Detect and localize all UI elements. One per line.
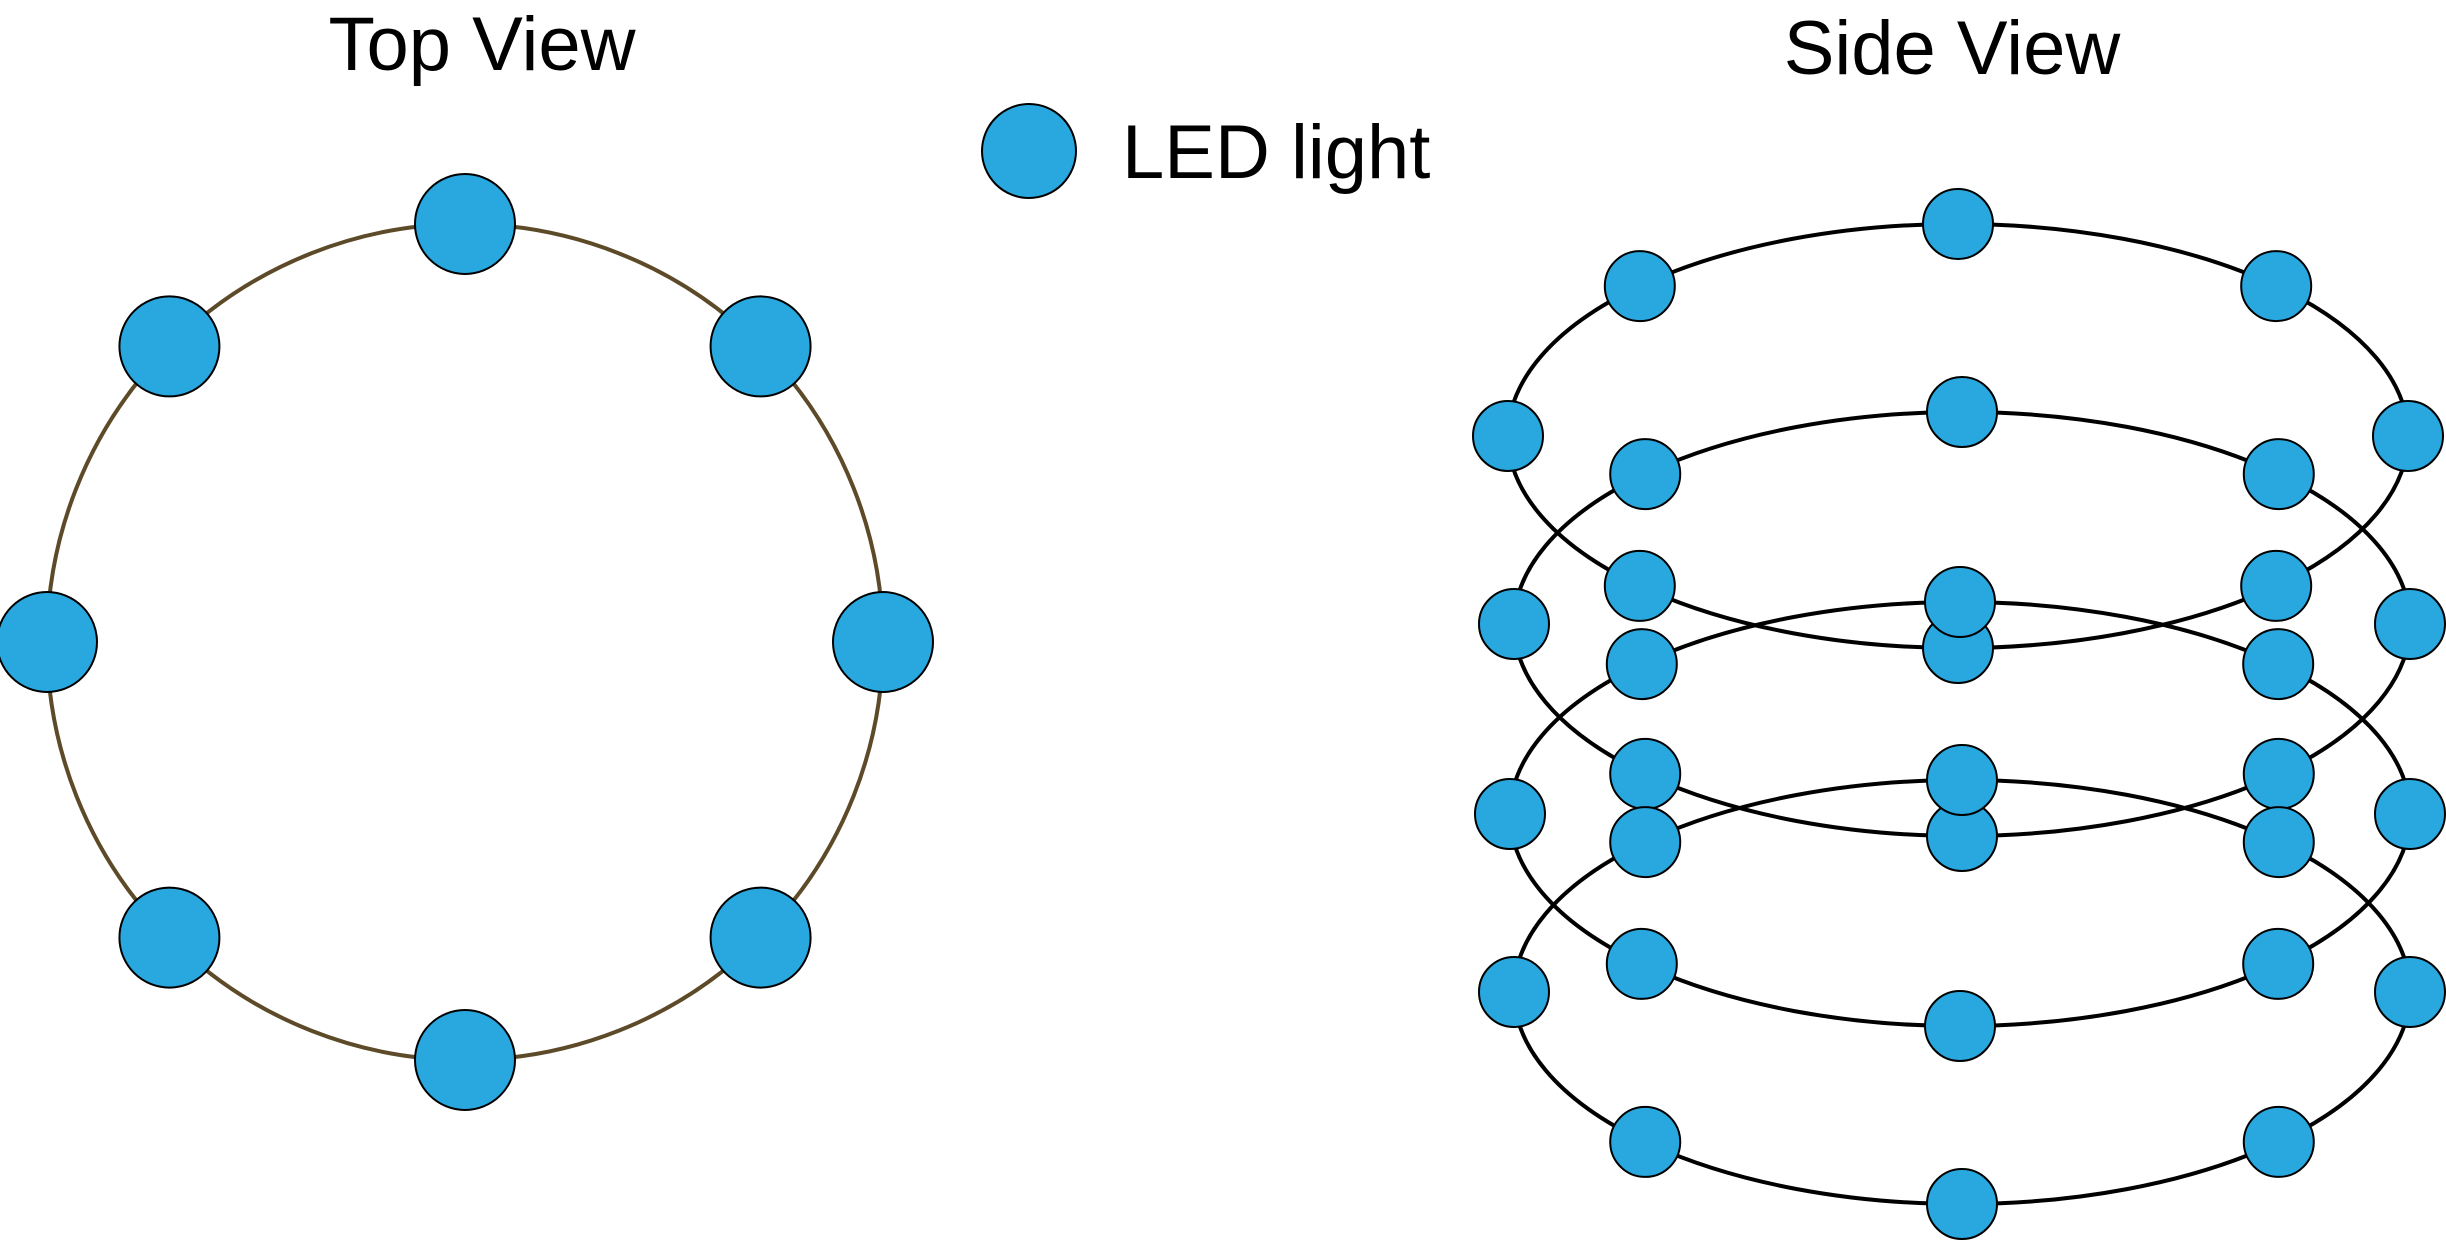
top-view-led [118,886,221,989]
side-view-led [1472,400,1544,472]
top-view-led [414,173,516,275]
side-view-led [1922,188,1994,260]
side-view-led [2242,927,2315,1000]
legend-led-icon [981,103,1077,199]
top-view-led [832,591,934,693]
side-view-led [2242,438,2315,511]
side-view-led [2372,400,2444,472]
side-view-led [2240,549,2313,622]
side-view-led [1926,376,1998,448]
top-view-led [709,295,812,398]
side-view-led [1609,438,1682,511]
legend: LED light [981,103,1430,199]
side-view-ring-group [1474,566,2446,1062]
side-view-led [2242,628,2315,701]
side-view-led [2242,806,2315,879]
side-view-ring-group [1478,376,2446,872]
side-view-led [1926,744,1998,816]
top-view-diagram [0,173,934,1111]
side-view-led [1603,549,1676,622]
side-view-led [1924,566,1996,638]
side-view-title: Side View [1784,6,2122,91]
side-view-ring-group [1478,744,2446,1240]
top-view-led [0,591,98,693]
side-view-led [2242,1105,2315,1178]
top-view-led [709,886,812,989]
top-view-title: Top View [328,2,636,87]
side-view-led [1605,927,1678,1000]
side-view-diagram [1472,188,2446,1240]
side-view-led [2374,778,2446,850]
side-view-led [1609,1105,1682,1178]
side-view-led [1474,778,1546,850]
side-view-led [1605,628,1678,701]
top-view-led [118,295,221,398]
side-view-led [2242,737,2315,810]
side-view-led [1924,990,1996,1062]
side-view-led [2374,588,2446,660]
side-view-ring-group [1472,188,2444,684]
side-view-led [1609,737,1682,810]
side-view-led [2374,956,2446,1028]
top-view-led [414,1009,516,1111]
side-view-led [1478,956,1550,1028]
side-view-led [2240,250,2313,323]
side-view-led [1926,1168,1998,1240]
legend-label: LED light [1122,110,1430,195]
side-view-led [1609,806,1682,879]
side-view-led [1603,250,1676,323]
side-view-led [1478,588,1550,660]
